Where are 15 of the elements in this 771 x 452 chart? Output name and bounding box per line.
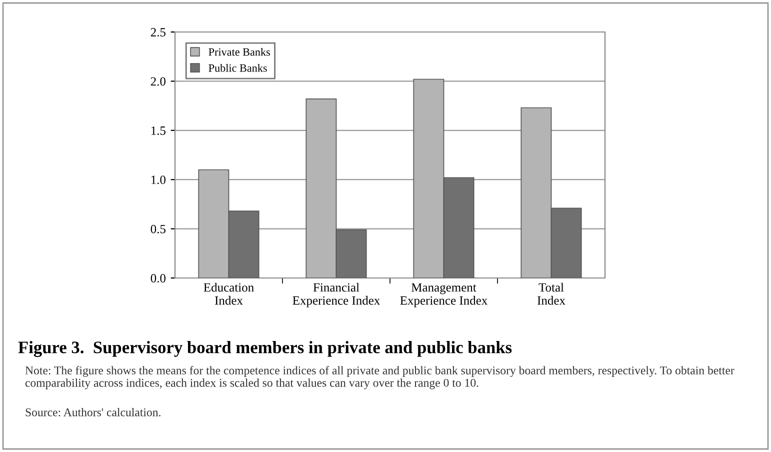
y-tick-label: 1.0: [151, 176, 166, 184]
y-tick-label: 2.0: [150, 77, 166, 86]
x-tick-label: Financial Experience Index: [292, 282, 380, 308]
y-tick-label: 0.0: [150, 274, 166, 283]
legend-label: Private Banks: [208, 48, 270, 56]
y-tick-label: 0.5: [150, 224, 166, 234]
text: Note: The figure shows the means for the competence indices of all private and public bank supervisory board members, respectively. To obtain better comparability across indices, each index is scaled so that values can vary over the range 0 to 10.: [25, 366, 734, 390]
legend-label: Public Banks: [208, 64, 267, 72]
x-tick-label: Management Experience Index: [400, 283, 488, 308]
x-tick-label: Total Index: [537, 282, 566, 305]
y-tick-label: 2.5: [150, 28, 166, 37]
y-tick-label: 1.5: [151, 126, 166, 135]
source-note: Source: Authors' calculation.: [26, 408, 160, 416]
text: Figure 3. Supervisory board members in private and public banks: [18, 341, 512, 357]
x-tick-label: Education Index: [204, 282, 254, 305]
